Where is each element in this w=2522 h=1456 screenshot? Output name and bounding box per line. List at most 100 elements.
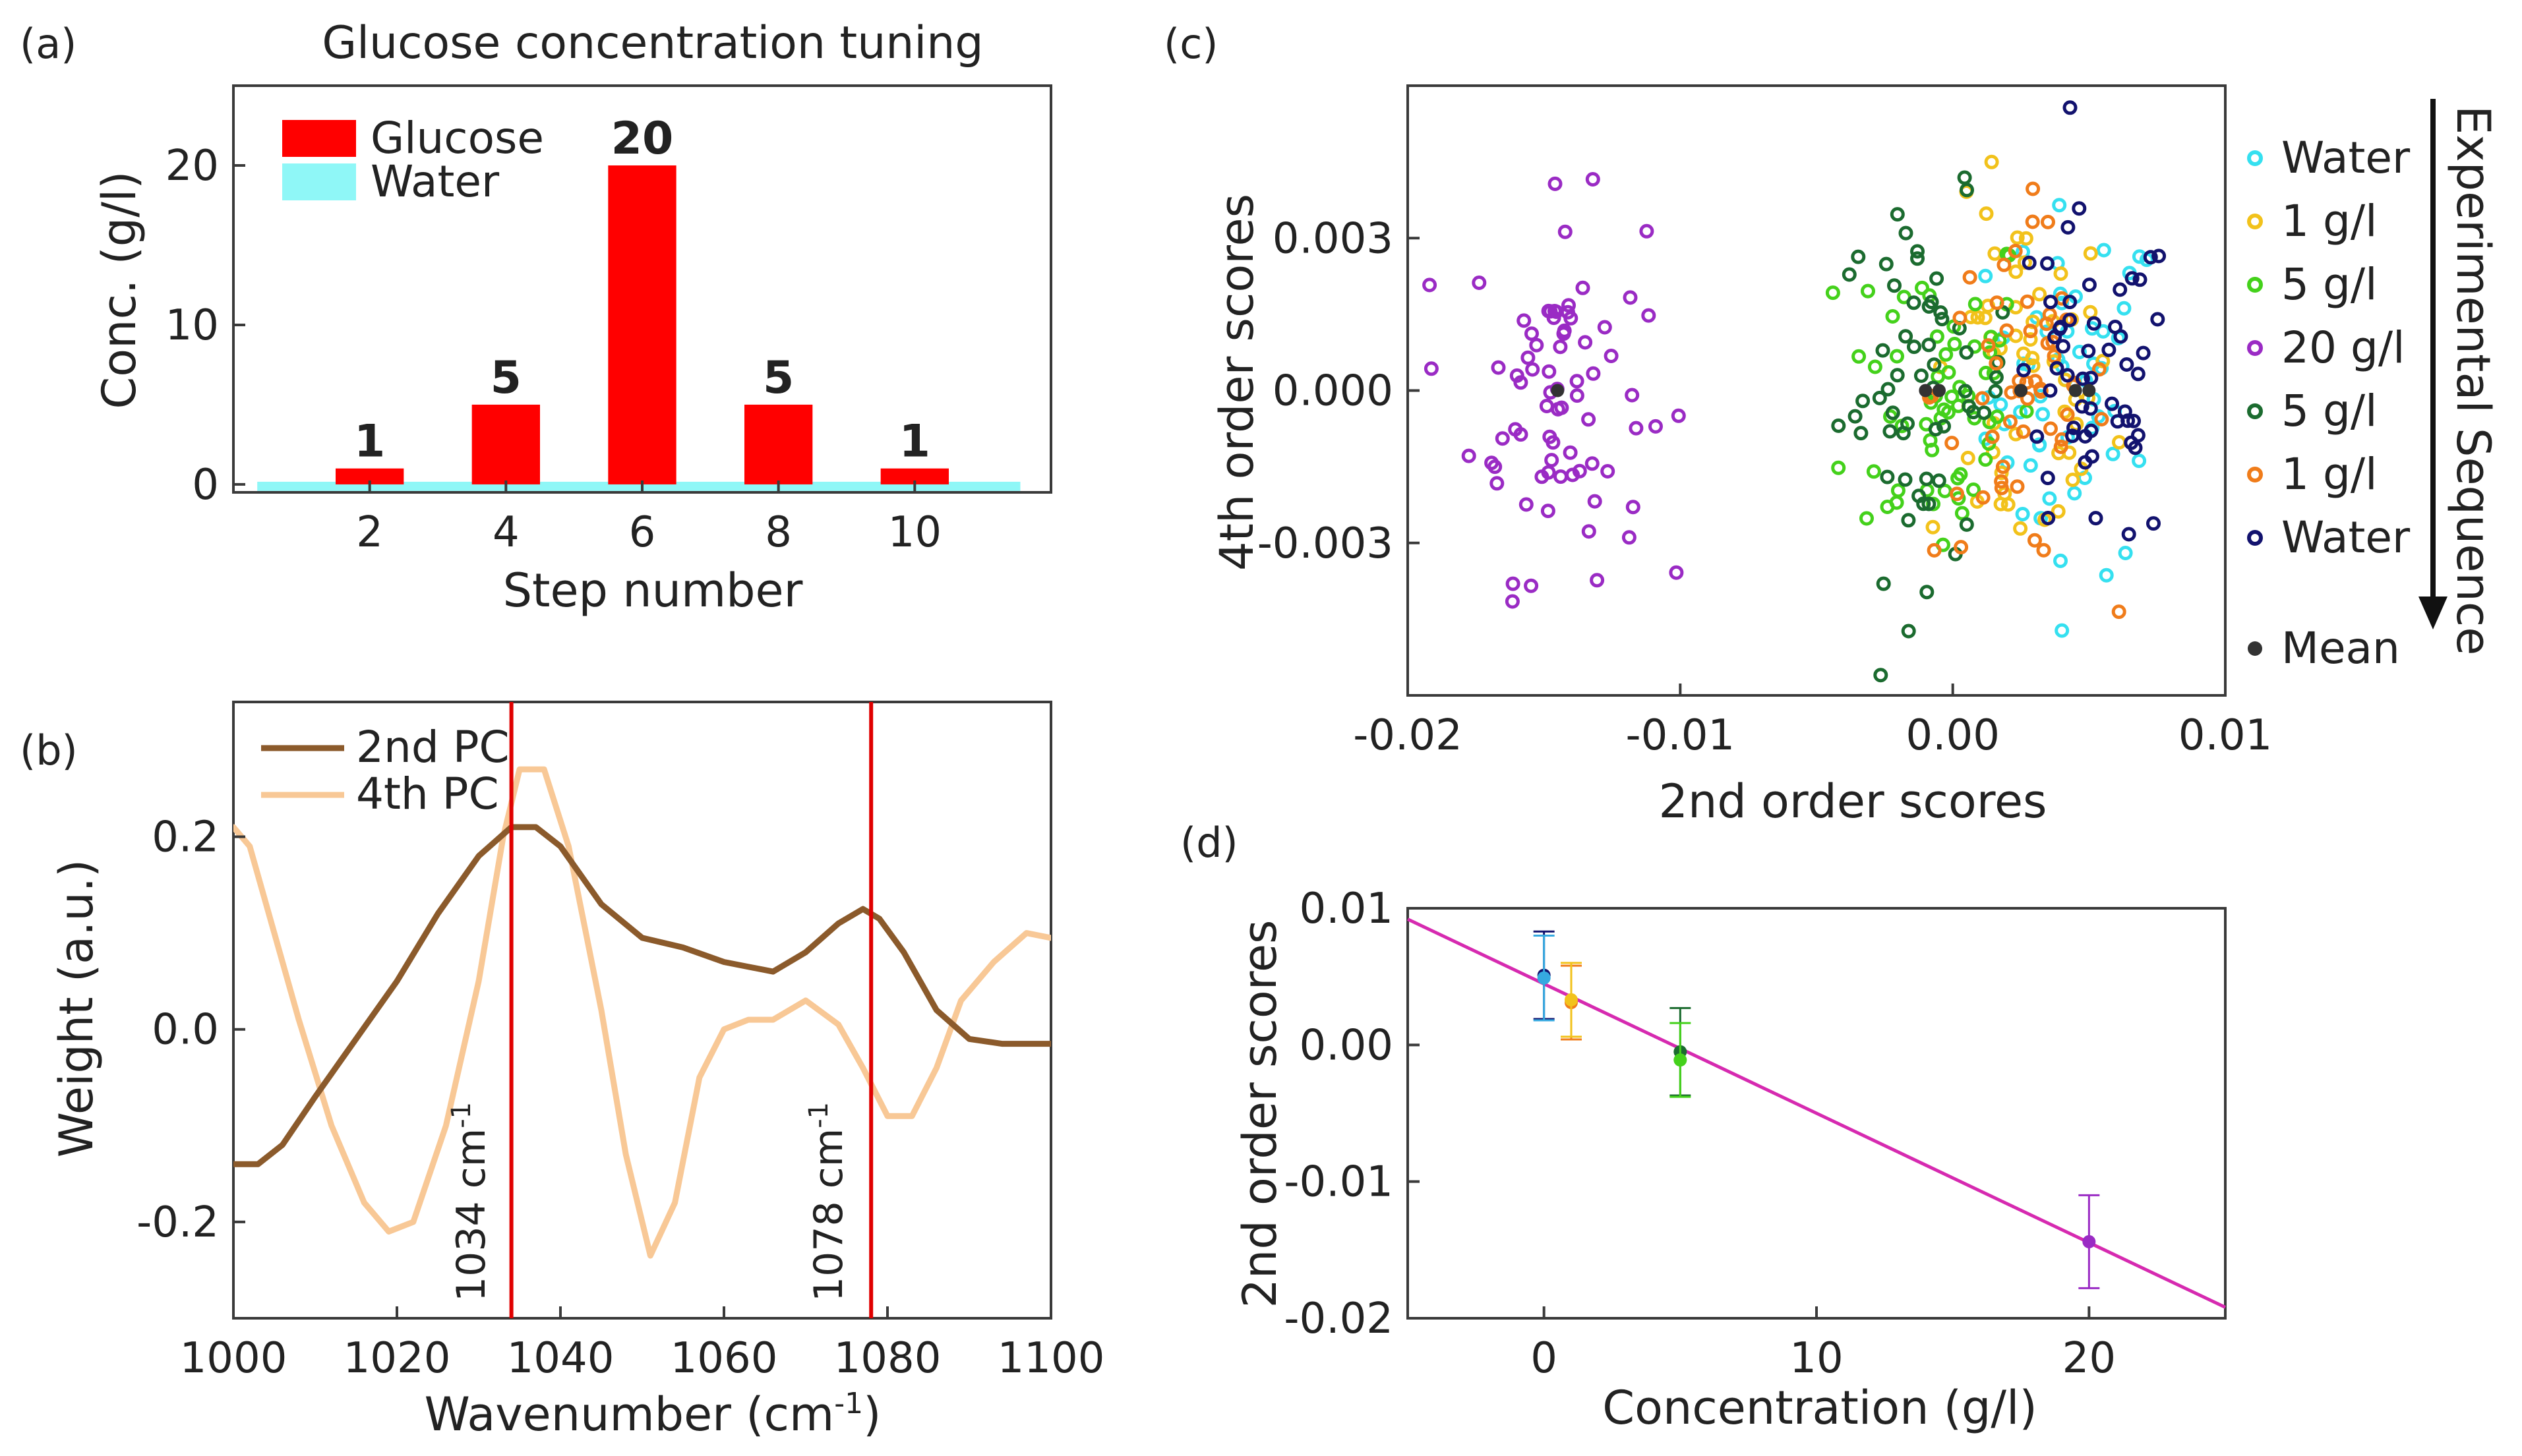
a-xtick-label-8: 8 [765,508,792,557]
scatter-point-series-5 [2094,412,2109,426]
scatter-point-series-4 [1958,384,1973,399]
scatter-point-series-0 [2055,623,2070,638]
scatter-point-series-0 [2072,345,2087,359]
scatter-point-series-5 [2041,214,2055,229]
scatter-point-series-5 [1981,338,1996,353]
b-ytick-label-1: 0.0 [152,1006,219,1055]
scatter-point-series-1 [2053,266,2068,281]
scatter-point-series-4 [1959,345,1974,360]
sequence-label: Experimental Sequence [2446,105,2500,655]
scatter-point-series-6 [2086,316,2101,331]
scatter-point-series-6 [2029,429,2045,444]
scatter-point-series-6 [2040,256,2055,271]
scatter-point-series-5 [2033,384,2049,399]
scatter-point-series-4 [1929,271,1944,286]
scatter-point-series-4 [1901,513,1916,528]
panel-c-xlabel: 2nd order scores [1658,774,2047,829]
scatter-point-series-6 [2105,396,2119,411]
scatter-point-series-5 [1997,257,2012,272]
scatter-point-series-3 [1641,308,1656,323]
scatter-point-series-5 [1995,459,2010,475]
scatter-point-series-6 [2041,511,2056,525]
scatter-point-series-3 [1575,280,1590,295]
scatter-point-series-1 [2018,231,2033,246]
scatter-point-series-0 [2117,301,2132,316]
scatter-point-series-2 [1978,452,1993,467]
scatter-point-series-5 [1927,542,1942,558]
scatter-point-series-6 [2060,219,2076,235]
scatter-point-series-2 [1861,283,1875,299]
scatter-point-series-4 [1831,418,1846,433]
legend-marker-series-0 [2247,150,2263,166]
scatter-point-series-1 [2000,497,2016,512]
scatter-point-series-6 [2124,271,2140,286]
scatter-point-series-3 [1542,364,1557,379]
scatter-point-series-4 [1933,305,1948,320]
annotation-1034-text: 1034 cm [448,1128,495,1302]
scatter-point-series-4 [1962,399,1977,414]
scatter-point-series-4 [1988,384,2003,399]
scatter-point-series-6 [2113,282,2128,297]
scatter-point-series-2 [1859,511,1874,526]
mean-marker-series-4 [1919,384,1933,397]
scatter-point-series-4 [1882,424,1898,439]
legend-label-2nd-pc: 2nd PC [356,722,510,772]
annotation-1034-sup: -1 [446,1102,477,1128]
scatter-point-series-0 [2052,198,2067,213]
scatter-point-series-4 [1880,382,1896,397]
scatter-point-series-6 [2049,361,2064,376]
b-xtick-label-1080: 1080 [834,1334,942,1383]
legend-label-series-1: 1 g/l [2281,196,2377,247]
scatter-point-series-3 [1524,578,1539,593]
scatter-point-series-3 [1590,573,1605,588]
scatter-point-series-3 [1489,476,1505,491]
legend-label-series-4: 5 g/l [2281,386,2377,436]
scatter-point-series-0 [2042,491,2057,506]
legend-label-series-5: 1 g/l [2281,449,2377,500]
annotation-1078: 1078 cm-1 [804,1102,852,1302]
scatter-point-series-3 [1561,298,1576,313]
scatter-point-series-3 [1563,445,1578,460]
legend-label-series-0: Water [2281,132,2411,183]
scatter-point-series-3 [1541,303,1556,318]
d-ytick-label-1: -0.01 [1284,1158,1393,1207]
scatter-point-series-6 [2062,295,2078,310]
scatter-point-series-5 [2111,604,2126,620]
scatter-point-series-5 [1985,429,2000,444]
legend-label-series-2: 5 g/l [2281,259,2377,310]
b-xtick-label-1100: 1100 [998,1334,1105,1383]
scatter-point-series-6 [2065,428,2080,444]
mean-marker-series-3 [1551,384,1565,397]
scatter-point-series-6 [2101,342,2117,357]
c-xtick-label-0: -0.02 [1353,711,1462,760]
scatter-point-series-6 [2082,277,2097,293]
scatter-point-series-6 [2062,100,2078,115]
legend-label-glucose: Glucose [371,113,544,163]
scatter-point-series-3 [1461,448,1476,463]
scatter-point-series-3 [1648,419,1663,434]
scatter-point-series-0 [2023,458,2038,473]
scatter-point-series-1 [2051,504,2066,519]
scatter-point-series-1 [2083,305,2098,320]
scatter-point-series-6 [2108,320,2122,334]
scatter-point-series-2 [1944,390,1960,404]
scatter-point-series-4 [1880,469,1895,484]
scatter-point-series-0 [2118,546,2133,560]
scatter-point-series-2 [1992,333,2007,348]
scatter-point-series-2 [1967,297,1983,312]
scatter-point-series-4 [1921,496,1937,511]
scatter-point-series-1 [1979,206,1994,221]
scatter-point-series-2 [1929,329,1944,344]
legend-swatch-water [282,163,356,200]
water-band [257,481,1021,491]
scatter-point-series-2 [1966,482,1981,497]
scatter-point-series-5 [2026,181,2041,196]
scatter-point-series-5 [2002,414,2018,429]
scatter-point-series-4 [1989,370,2004,385]
scatter-point-series-3 [1572,463,1587,479]
scatter-point-series-6 [2136,345,2151,361]
scatter-point-series-3 [1625,388,1640,403]
scatter-point-series-1 [1987,246,2002,261]
b-xtick-label-1000: 1000 [180,1334,287,1383]
